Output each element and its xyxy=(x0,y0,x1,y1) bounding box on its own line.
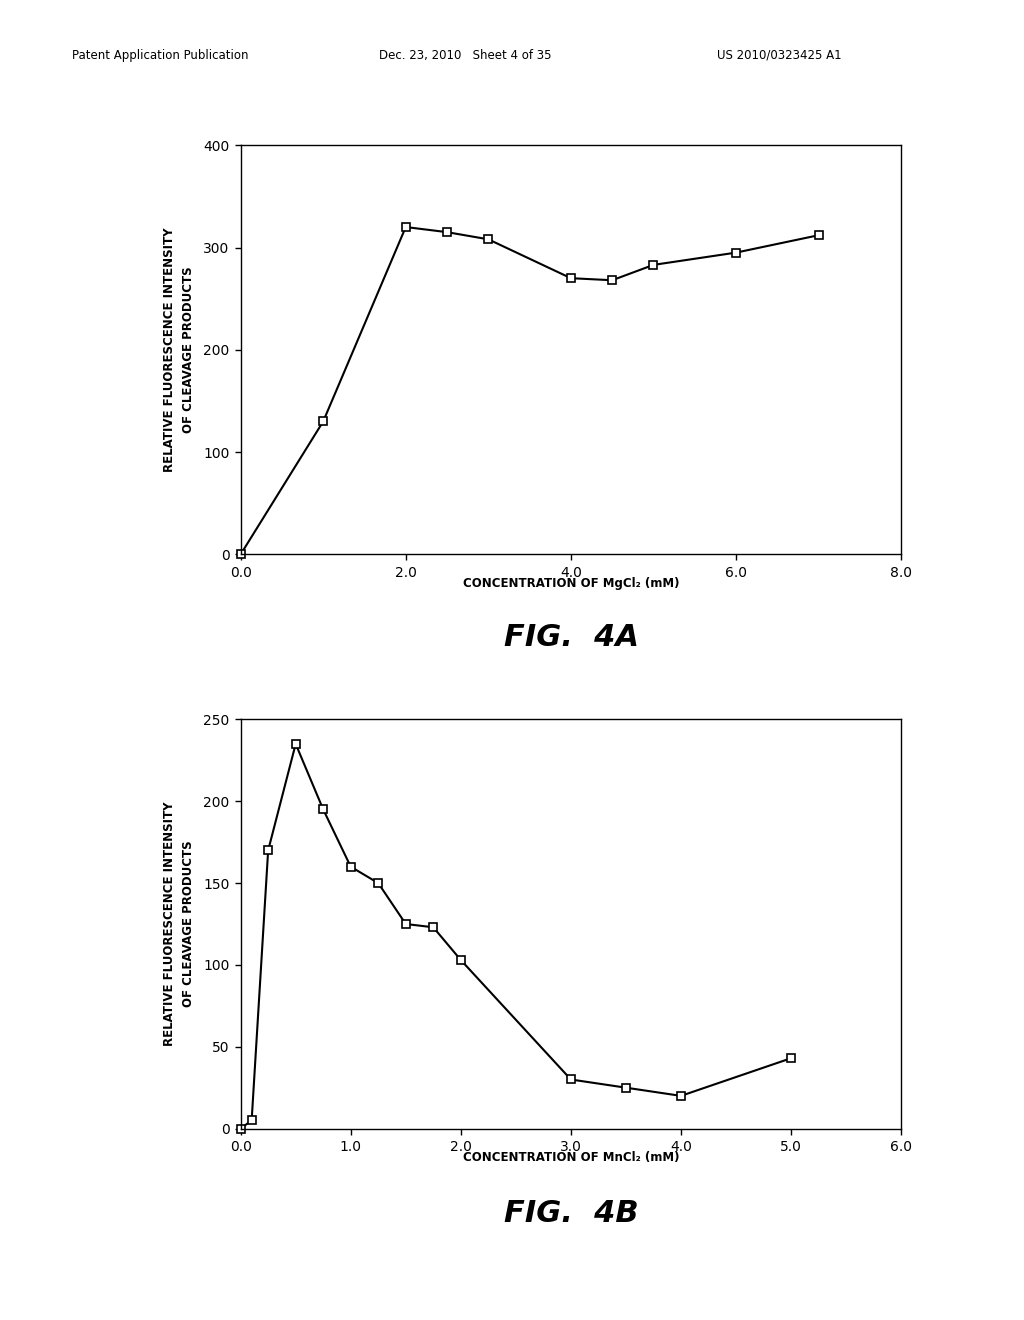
Text: Dec. 23, 2010   Sheet 4 of 35: Dec. 23, 2010 Sheet 4 of 35 xyxy=(379,49,551,62)
Y-axis label: RELATIVE FLUORESCENCE INTENSITY
OF CLEAVAGE PRODUCTS: RELATIVE FLUORESCENCE INTENSITY OF CLEAV… xyxy=(163,227,195,473)
Text: US 2010/0323425 A1: US 2010/0323425 A1 xyxy=(717,49,842,62)
Text: CONCENTRATION OF MnCl₂ (mM): CONCENTRATION OF MnCl₂ (mM) xyxy=(463,1151,680,1164)
Text: FIG.  4A: FIG. 4A xyxy=(504,623,639,652)
Text: CONCENTRATION OF MgCl₂ (mM): CONCENTRATION OF MgCl₂ (mM) xyxy=(463,577,680,590)
Text: Patent Application Publication: Patent Application Publication xyxy=(72,49,248,62)
Y-axis label: RELATIVE FLUORESCENCE INTENSITY
OF CLEAVAGE PRODUCTS: RELATIVE FLUORESCENCE INTENSITY OF CLEAV… xyxy=(163,801,195,1047)
Text: FIG.  4B: FIG. 4B xyxy=(504,1199,639,1228)
